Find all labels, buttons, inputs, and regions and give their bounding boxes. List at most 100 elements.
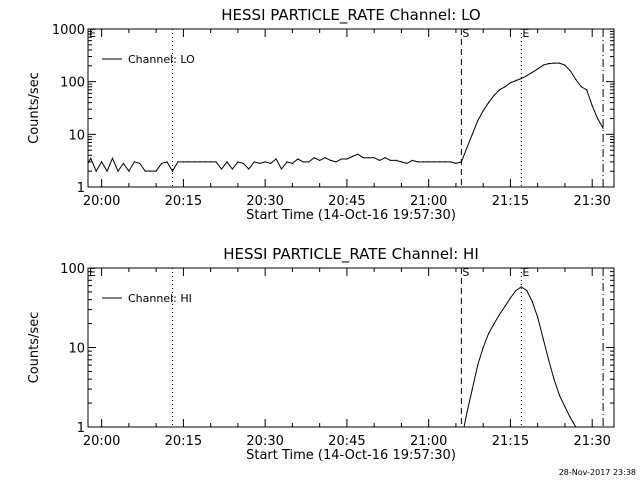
data-point	[509, 297, 512, 299]
data-point	[488, 332, 490, 335]
data-point	[286, 161, 288, 163]
data-point	[449, 161, 452, 163]
data-point	[193, 161, 195, 163]
data-point	[488, 102, 490, 104]
data-point	[504, 86, 506, 88]
data-point	[231, 168, 234, 170]
event-marker-label: E	[522, 266, 529, 279]
data-point	[575, 426, 577, 427]
data-point	[90, 157, 92, 159]
data-point	[498, 313, 501, 316]
data-point	[542, 64, 544, 66]
data-point	[586, 89, 588, 91]
data-point	[357, 153, 359, 155]
series-line	[88, 62, 604, 173]
data-point	[106, 170, 108, 172]
data-point	[569, 417, 571, 419]
data-point	[558, 62, 561, 64]
data-point	[471, 133, 473, 135]
data-point	[313, 157, 315, 159]
data-point	[471, 388, 473, 390]
x-tick-label: 20:45	[328, 194, 365, 209]
plot-frame	[87, 28, 615, 188]
data-point	[291, 162, 294, 165]
x-tick-label: 21:30	[573, 434, 610, 449]
x-axis-label: Start Time (14-Oct-16 19:57:30)	[246, 448, 456, 463]
data-point	[580, 86, 582, 88]
data-point	[226, 161, 228, 163]
data-point	[558, 394, 561, 396]
y-tick-label: 1	[77, 421, 85, 436]
data-point	[438, 161, 441, 163]
x-tick-label: 20:15	[165, 194, 202, 209]
data-point	[329, 159, 332, 161]
data-point	[166, 161, 168, 163]
data-point	[455, 162, 457, 165]
data-point	[553, 378, 555, 380]
x-tick-label: 21:30	[573, 194, 610, 209]
data-point	[150, 170, 152, 172]
data-point	[531, 71, 533, 73]
x-axis-label: Start Time (14-Oct-16 19:57:30)	[246, 208, 456, 223]
data-point	[319, 159, 321, 161]
data-point	[526, 75, 528, 77]
data-point	[406, 162, 408, 165]
y-axis-label: Counts/sec	[27, 312, 42, 384]
data-point	[564, 406, 566, 408]
lo-channel-panel: HESSI PARTICLE_RATE Channel: LO 20:00 20:1…	[27, 6, 615, 223]
data-point	[210, 161, 212, 163]
data-point	[324, 157, 326, 159]
data-point	[466, 412, 468, 414]
data-point	[270, 162, 272, 165]
data-point	[417, 161, 419, 163]
data-point	[542, 337, 544, 340]
x-tick-label: 21:00	[410, 434, 447, 449]
data-point	[547, 63, 550, 65]
y-tick-label: 100	[60, 76, 85, 91]
data-point	[111, 157, 114, 159]
data-point	[155, 170, 157, 172]
data-point	[498, 89, 501, 91]
x-tick-label: 20:15	[165, 434, 202, 449]
series-line	[463, 286, 577, 427]
y-tick-label: 1000	[52, 23, 85, 38]
legend-label: Channel: HI	[128, 292, 192, 305]
data-point	[444, 161, 446, 163]
y-tick-label: 100	[60, 262, 85, 277]
data-point	[509, 82, 512, 84]
data-point	[259, 162, 261, 165]
data-point	[220, 168, 223, 170]
data-point	[117, 170, 119, 172]
event-marker-label: E	[89, 27, 96, 40]
data-point	[569, 70, 571, 72]
generation-timestamp: 28-Nov-2017 23:38	[559, 468, 636, 477]
x-tick-label: 20:00	[83, 434, 120, 449]
chart-title: HESSI PARTICLE_RATE Channel: HI	[223, 245, 479, 264]
legend-label: Channel: LO	[128, 53, 195, 66]
data-point	[597, 117, 599, 120]
data-point	[379, 159, 381, 161]
data-point	[275, 158, 277, 160]
data-point	[297, 158, 299, 160]
data-point	[400, 161, 403, 163]
data-point	[204, 161, 206, 163]
x-tick-label: 20:00	[83, 194, 120, 209]
data-point	[531, 300, 533, 303]
data-point	[242, 162, 244, 165]
data-point	[160, 162, 163, 165]
x-tick-label: 20:30	[246, 434, 283, 449]
y-tick-label: 10	[68, 128, 85, 143]
data-point	[482, 346, 484, 349]
data-point	[520, 286, 522, 288]
data-point	[340, 158, 343, 160]
data-point	[264, 161, 266, 163]
data-point	[547, 359, 550, 361]
event-marker-label: S	[462, 266, 469, 279]
data-point	[477, 364, 479, 366]
x-tick-label: 20:45	[328, 434, 365, 449]
data-point	[346, 158, 348, 160]
data-point	[101, 161, 103, 163]
data-point	[139, 162, 141, 165]
data-point	[188, 161, 190, 163]
